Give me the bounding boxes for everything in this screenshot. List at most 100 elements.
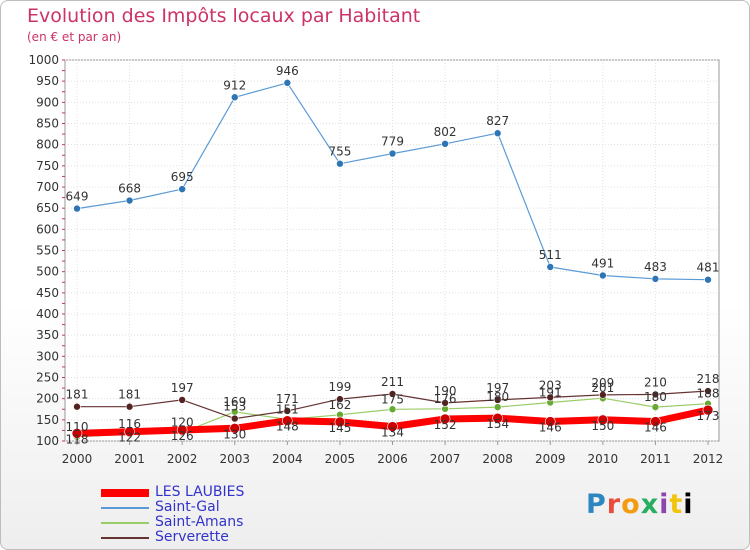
x-tick-label: 2003: [219, 452, 250, 466]
data-label: 180: [644, 390, 667, 404]
x-tick-label: 2006: [377, 452, 408, 466]
data-point: [702, 404, 714, 416]
data-point: [546, 393, 555, 402]
data-point: [650, 416, 661, 427]
data-label: 146: [539, 421, 562, 435]
data-label: 197: [171, 381, 194, 395]
data-point: [176, 424, 188, 436]
data-label: 176: [434, 392, 457, 406]
data-point: [229, 422, 241, 434]
data-label: 695: [171, 170, 194, 184]
legend-swatch: [101, 488, 149, 497]
data-point: [492, 412, 503, 424]
legend-label: Serverette: [155, 529, 229, 545]
x-tick-label: 2005: [325, 452, 356, 466]
data-label: 150: [591, 419, 614, 433]
data-point: [493, 396, 502, 404]
data-point: [599, 271, 607, 280]
data-point: [336, 395, 344, 403]
data-label: 145: [328, 421, 351, 435]
data-point: [651, 403, 660, 411]
data-label: 188: [697, 387, 720, 401]
data-point: [388, 149, 397, 158]
data-point: [124, 426, 135, 437]
data-point: [178, 396, 186, 404]
data-label: 134: [381, 426, 404, 440]
legend-label: Saint-Gal: [155, 499, 220, 515]
data-point: [388, 390, 397, 398]
y-tick-label: 400: [36, 307, 59, 321]
legend-item: LES LAUBIES: [101, 485, 244, 500]
legend-label: LES LAUBIES: [155, 484, 245, 500]
x-tick-label: 2004: [272, 452, 303, 466]
data-label: 169: [223, 395, 246, 409]
legend-item: Saint-Amans: [101, 515, 244, 530]
data-label: 201: [591, 381, 614, 395]
data-point: [230, 93, 239, 102]
y-tick-label: 550: [36, 244, 59, 258]
x-tick-label: 2010: [588, 452, 619, 466]
data-label: 199: [328, 380, 351, 394]
data-point: [125, 196, 134, 205]
data-label: 481: [697, 261, 720, 275]
data-label: 203: [539, 378, 562, 392]
proxiti-logo: Proxiti: [586, 489, 694, 520]
data-label: 162: [328, 398, 351, 412]
y-tick-label: 350: [36, 328, 59, 342]
data-point: [336, 159, 344, 168]
data-point: [599, 391, 607, 399]
legend-swatch: [101, 536, 149, 539]
data-point: [282, 415, 293, 426]
data-label: 180: [486, 390, 509, 404]
data-point: [178, 185, 186, 193]
data-label: 116: [118, 417, 141, 431]
data-label: 181: [118, 388, 141, 402]
y-tick-label: 1000: [28, 53, 59, 67]
data-label: 483: [644, 260, 667, 274]
y-tick-label: 100: [36, 434, 59, 448]
data-label: 151: [276, 402, 299, 416]
x-tick-label: 2001: [114, 452, 145, 466]
data-point: [597, 414, 609, 426]
data-point: [73, 204, 81, 213]
x-tick-label: 2007: [430, 452, 461, 466]
data-label: 912: [223, 78, 246, 92]
data-point: [439, 413, 451, 425]
y-tick-label: 600: [36, 222, 59, 236]
x-tick-label: 2002: [167, 452, 198, 466]
x-tick-label: 2000: [62, 452, 93, 466]
data-label: 946: [276, 64, 299, 78]
data-point: [71, 428, 83, 439]
y-tick-label: 200: [36, 392, 59, 406]
data-label: 211: [381, 375, 404, 389]
y-tick-label: 650: [36, 201, 59, 215]
y-tick-label: 700: [36, 180, 59, 194]
data-point: [651, 275, 660, 283]
x-tick-label: 2012: [693, 452, 724, 466]
data-label: 153: [223, 400, 246, 414]
data-point: [388, 405, 397, 414]
data-label: 649: [66, 190, 89, 204]
x-tick-label: 2008: [482, 452, 513, 466]
data-label: 154: [486, 417, 509, 431]
data-point: [73, 402, 81, 411]
data-label: 122: [118, 431, 141, 445]
data-label: 181: [66, 388, 89, 402]
data-label: 802: [434, 125, 457, 139]
data-label: 210: [644, 375, 667, 389]
y-tick-label: 750: [36, 159, 59, 173]
data-label: 152: [434, 418, 457, 432]
data-label: 668: [118, 182, 141, 196]
y-tick-label: 950: [36, 74, 59, 88]
data-point: [544, 416, 556, 427]
data-label: 190: [434, 384, 457, 398]
legend-item: Saint-Gal: [101, 500, 244, 515]
data-point: [493, 129, 502, 138]
data-label: 148: [276, 420, 299, 434]
data-label: 491: [591, 256, 614, 270]
data-point: [704, 275, 712, 284]
data-point: [230, 414, 239, 423]
data-label: 171: [276, 392, 299, 406]
data-point: [441, 140, 449, 148]
